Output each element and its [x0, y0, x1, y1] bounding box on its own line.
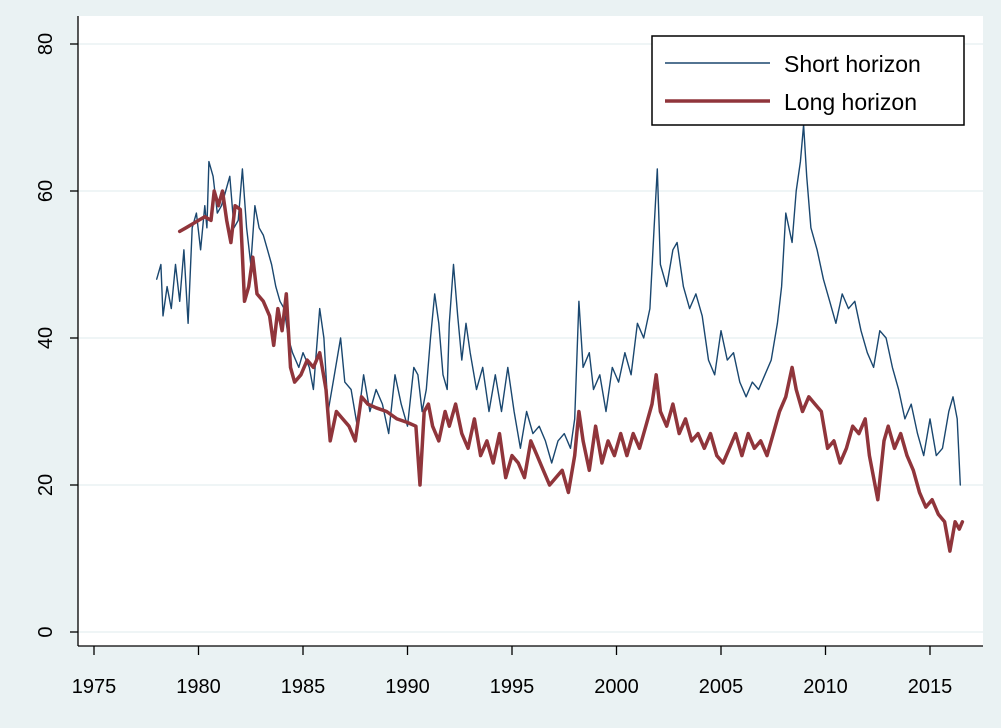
y-tick-label-0: 0 [35, 626, 57, 637]
x-tick-label-1980: 1980 [176, 676, 221, 698]
x-tick-label-2015: 2015 [908, 676, 953, 698]
series-line-short-horizon [156, 124, 961, 486]
x-tick-label-1985: 1985 [281, 676, 326, 698]
y-tick-label-60: 60 [35, 180, 57, 202]
series-line-long-horizon [177, 189, 965, 553]
x-tick-label-1990: 1990 [385, 676, 430, 698]
x-tick-label-2005: 2005 [699, 676, 744, 698]
legend-box [651, 35, 965, 126]
y-tick-label-40: 40 [35, 327, 57, 349]
y-tick-label-80: 80 [35, 33, 57, 55]
y-axis-ticks: 0 20 40 60 80 [35, 33, 78, 638]
x-tick-label-1995: 1995 [490, 676, 535, 698]
legend-label-short-horizon: Short horizon [784, 51, 921, 77]
legend: Short horizon Long horizon [651, 35, 965, 126]
y-tick-label-20: 20 [35, 474, 57, 496]
x-tick-label-2010: 2010 [803, 676, 848, 698]
x-axis-ticks: 1975 1980 1985 1990 1995 2000 2005 2010 2015 [72, 646, 953, 698]
x-tick-label-2000: 2000 [594, 676, 639, 698]
x-tick-label-1975: 1975 [72, 676, 117, 698]
legend-label-long-horizon: Long horizon [784, 89, 917, 115]
series-layer [156, 124, 965, 553]
